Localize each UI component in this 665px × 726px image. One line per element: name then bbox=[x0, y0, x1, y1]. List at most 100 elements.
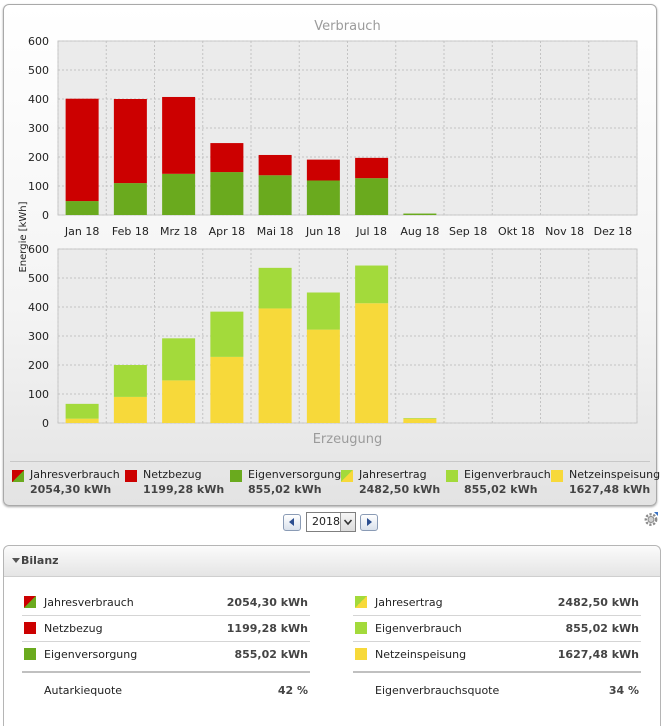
bilanz-row-netzbezug: Netzbezug 1199,28 kWh bbox=[22, 615, 310, 642]
y-tick-label: 100 bbox=[28, 180, 49, 193]
bar-erzeugung-eigenverbrauch bbox=[65, 403, 99, 419]
bilanz-label: Eigenverbrauch bbox=[375, 622, 462, 635]
legend-value: 2054,30 kWh bbox=[30, 483, 112, 496]
bar-erzeugung-netzeinspeisung bbox=[403, 418, 437, 423]
bilanz-row-eigenverbrauch: Eigenverbrauch 855,02 kWh bbox=[353, 615, 641, 642]
bar-verbrauch-eigenversorgung bbox=[306, 180, 340, 215]
y-tick-label: 300 bbox=[28, 330, 49, 343]
swatch bbox=[355, 622, 367, 634]
bar-erzeugung-eigenverbrauch bbox=[258, 267, 292, 309]
previous-year-button[interactable] bbox=[283, 514, 301, 531]
legend-value: 855,02 kWh bbox=[248, 483, 322, 496]
bilanz-label: Eigenverbrauchsquote bbox=[375, 684, 500, 697]
legend-value: 2482,50 kWh bbox=[359, 483, 441, 496]
legend-swatch bbox=[125, 470, 137, 482]
arrow-left-icon bbox=[289, 518, 294, 526]
next-year-button[interactable] bbox=[360, 514, 378, 531]
bar-erzeugung-eigenverbrauch bbox=[306, 292, 340, 330]
chevron-down-icon bbox=[340, 513, 355, 531]
legend-swatch bbox=[12, 470, 24, 482]
bilanz-row-jahresverbrauch: Jahresverbrauch 2054,30 kWh bbox=[22, 589, 310, 616]
chart-legend: Jahresverbrauch 2054,30 kWh Netzbezug 11… bbox=[10, 461, 660, 500]
x-tick-label: Jan 18 bbox=[64, 225, 99, 238]
bar-verbrauch-eigenversorgung bbox=[113, 183, 147, 215]
x-tick-label: Jul 18 bbox=[355, 225, 387, 238]
bilanz-value: 855,02 kWh bbox=[565, 622, 639, 635]
bilanz-label: Jahresertrag bbox=[375, 596, 443, 609]
swatch bbox=[24, 596, 36, 608]
bar-erzeugung-netzeinspeisung bbox=[258, 308, 292, 423]
y-tick-label: 600 bbox=[28, 243, 49, 256]
legend-swatch bbox=[446, 470, 458, 482]
bar-verbrauch-eigenversorgung bbox=[403, 213, 437, 215]
x-tick-label: Feb 18 bbox=[112, 225, 149, 238]
y-axis-label: Energie [kWh] bbox=[18, 201, 29, 272]
swatch bbox=[355, 596, 367, 608]
y-tick-label: 200 bbox=[28, 359, 49, 372]
bar-verbrauch-netzbezug bbox=[355, 157, 389, 179]
legend-value: 855,02 kWh bbox=[464, 483, 538, 496]
legend-label: Eigenversorgung bbox=[248, 468, 342, 481]
bilanz-row-eigenversorgung: Eigenversorgung 855,02 kWh bbox=[22, 641, 310, 667]
swatch bbox=[355, 648, 367, 660]
legend-swatch bbox=[551, 470, 563, 482]
swatch bbox=[24, 622, 36, 634]
x-tick-label: Mrz 18 bbox=[160, 225, 197, 238]
x-tick-label: Sep 18 bbox=[449, 225, 487, 238]
y-tick-label: 400 bbox=[28, 93, 49, 106]
y-tick-label: 300 bbox=[28, 122, 49, 135]
y-tick-label: 200 bbox=[28, 151, 49, 164]
y-tick-label: 500 bbox=[28, 272, 49, 285]
x-tick-label: Mai 18 bbox=[257, 225, 294, 238]
bilanz-value: 2054,30 kWh bbox=[226, 596, 308, 609]
bilanz-value: 34 % bbox=[608, 684, 639, 697]
y-tick-label: 0 bbox=[42, 417, 49, 430]
settings-gear-icon[interactable] bbox=[643, 511, 659, 527]
bar-erzeugung-eigenverbrauch bbox=[403, 418, 437, 419]
legend-value: 1627,48 kWh bbox=[569, 483, 651, 496]
bar-erzeugung-netzeinspeisung bbox=[210, 356, 244, 423]
bilanz-label: Jahresverbrauch bbox=[44, 596, 134, 609]
bilanz-label: Netzbezug bbox=[44, 622, 103, 635]
bar-verbrauch-netzbezug bbox=[162, 96, 196, 174]
bar-erzeugung-eigenverbrauch bbox=[355, 265, 389, 304]
legend-label: Eigenverbrauch bbox=[464, 468, 551, 481]
bilanz-value: 1199,28 kWh bbox=[226, 622, 308, 635]
arrow-right-icon bbox=[367, 518, 372, 526]
chart-title-erzeugung: Erzeugung bbox=[313, 432, 383, 447]
bar-erzeugung-netzeinspeisung bbox=[65, 418, 99, 423]
y-tick-label: 600 bbox=[28, 35, 49, 48]
bilanz-row-eigenverbrauchsquote: Eigenverbrauchsquote 34 % bbox=[353, 671, 641, 697]
bilanz-label: Autarkiequote bbox=[44, 684, 123, 697]
bar-verbrauch-eigenversorgung bbox=[210, 172, 244, 215]
legend-value: 1199,28 kWh bbox=[143, 483, 225, 496]
x-tick-label: Aug 18 bbox=[400, 225, 439, 238]
bar-erzeugung-netzeinspeisung bbox=[306, 329, 340, 423]
bar-erzeugung-eigenverbrauch bbox=[113, 365, 147, 397]
bilanz-row-jahresertrag: Jahresertrag 2482,50 kWh bbox=[353, 589, 641, 616]
bilanz-row-autarkiequote: Autarkiequote 42 % bbox=[22, 671, 310, 697]
bar-verbrauch-eigenversorgung bbox=[355, 178, 389, 215]
energy-chart: 0 100 200 300 400 500 600 Jan 18 Feb 18 Mrz 18 Apr… bbox=[18, 19, 638, 447]
bilanz-label: Netzeinspeisung bbox=[375, 648, 467, 661]
legend-swatch bbox=[230, 470, 242, 482]
collapse-arrow-icon bbox=[12, 558, 20, 563]
bar-verbrauch-netzbezug bbox=[65, 98, 99, 202]
x-tick-label: Dez 18 bbox=[594, 225, 633, 238]
bilanz-value: 2482,50 kWh bbox=[557, 596, 639, 609]
year-select[interactable]: 2018 bbox=[306, 512, 356, 532]
bar-erzeugung-eigenverbrauch bbox=[162, 338, 196, 381]
bilanz-panel: Bilanz Jahresverbrauch 2054,30 kWh Netzb… bbox=[3, 545, 661, 726]
bar-verbrauch-eigenversorgung bbox=[65, 201, 99, 215]
chart-title-verbrauch: Verbrauch bbox=[314, 19, 380, 34]
y-tick-label: 500 bbox=[28, 64, 49, 77]
legend-swatch bbox=[341, 470, 353, 482]
bar-verbrauch-netzbezug bbox=[113, 99, 147, 184]
legend-label: Netzbezug bbox=[143, 468, 202, 481]
bilanz-header[interactable]: Bilanz bbox=[4, 546, 660, 577]
bar-verbrauch-eigenversorgung bbox=[162, 173, 196, 215]
bar-erzeugung-netzeinspeisung bbox=[355, 303, 389, 423]
bar-verbrauch-netzbezug bbox=[258, 154, 292, 176]
bar-erzeugung-netzeinspeisung bbox=[113, 396, 147, 423]
legend-label: Netzeinspeisung bbox=[569, 468, 661, 481]
